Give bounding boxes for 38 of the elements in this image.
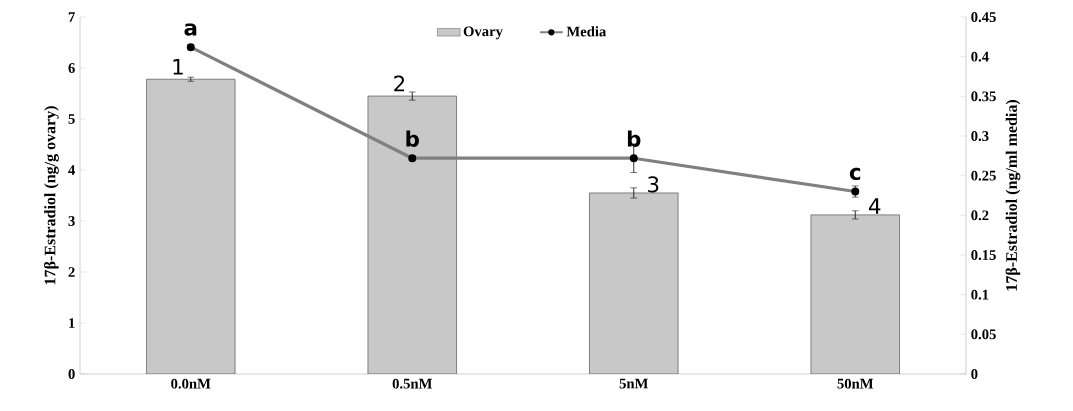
y2-tick-label: 0.45 bbox=[971, 12, 996, 22]
legend-label: Media bbox=[566, 26, 607, 37]
x-tick-label: 5nM bbox=[619, 378, 648, 389]
annotation: b bbox=[627, 130, 641, 147]
y-axis-title: 17β-Estradiol (ng/g ovary) bbox=[44, 106, 59, 285]
y2-tick-label: 0.15 bbox=[971, 250, 996, 260]
y-tick-label: 2 bbox=[68, 267, 75, 277]
annotation: 3 bbox=[648, 176, 659, 193]
annotation: 4 bbox=[869, 198, 881, 214]
y-tick-label: 7 bbox=[68, 12, 75, 22]
bar bbox=[810, 214, 900, 374]
y-tick-label: 0 bbox=[68, 369, 75, 379]
annotation: c bbox=[849, 167, 861, 181]
y-tick-label: 3 bbox=[68, 216, 75, 226]
x-tick-label: 50nM bbox=[837, 378, 874, 389]
y2-tick-label: 0.25 bbox=[971, 170, 996, 181]
y2-tick-label: 0.1 bbox=[971, 289, 989, 300]
y2-tick-label: 0.2 bbox=[971, 210, 989, 221]
y2-tick-label: 0.35 bbox=[971, 91, 996, 102]
annotation: a bbox=[184, 23, 197, 36]
y2-tick-label: 0.3 bbox=[971, 131, 989, 141]
annotation: b bbox=[406, 130, 419, 147]
legend-label: Ovary bbox=[463, 26, 503, 40]
bar bbox=[589, 192, 679, 374]
annotation: 1 bbox=[173, 58, 183, 75]
y-tick-label: 6 bbox=[68, 63, 75, 73]
bar bbox=[146, 78, 236, 374]
y2-axis-title: 17β-Estradiol (ng/ml media) bbox=[1005, 100, 1021, 291]
x-tick-label: 0.5nM bbox=[392, 378, 432, 389]
x-tick-label: 0.0nM bbox=[171, 378, 211, 389]
bar bbox=[367, 95, 457, 374]
y2-tick-label: 0.4 bbox=[971, 51, 989, 62]
y2-tick-label: 0.05 bbox=[971, 329, 996, 340]
y2-tick-label: 0 bbox=[971, 369, 978, 379]
y-tick-label: 1 bbox=[69, 318, 75, 328]
y-tick-label: 5 bbox=[68, 114, 75, 124]
y-tick-label: 4 bbox=[68, 165, 76, 175]
annotation: 2 bbox=[394, 75, 405, 92]
